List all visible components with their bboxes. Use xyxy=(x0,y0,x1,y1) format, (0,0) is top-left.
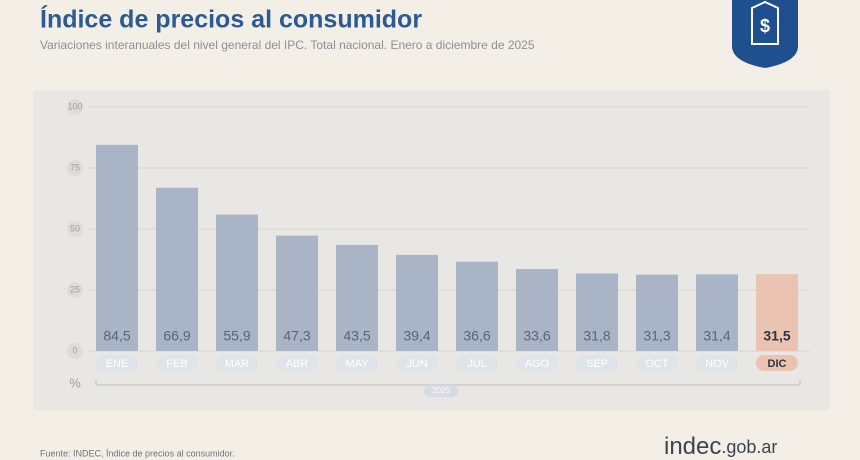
bar xyxy=(456,261,498,351)
bar xyxy=(276,235,318,351)
x-tick-label: JUL xyxy=(467,358,487,370)
category-pill xyxy=(96,355,138,371)
x-group-label: 2025 xyxy=(432,386,450,395)
bar xyxy=(516,269,558,351)
x-tick-label: AGO xyxy=(525,358,550,370)
y-tick-dot xyxy=(67,282,83,298)
value-label: 66,9 xyxy=(163,328,190,344)
value-label: 36,6 xyxy=(463,328,490,344)
brand: indec.gob.ar xyxy=(664,433,777,460)
bar xyxy=(636,274,678,351)
bar xyxy=(96,144,138,351)
category-pill xyxy=(216,355,258,371)
y-tick-dot xyxy=(67,221,83,237)
value-label: 84,5 xyxy=(103,328,130,344)
y-unit: % xyxy=(69,375,81,390)
logo-badge: $ xyxy=(732,0,798,68)
x-tick-label: FEB xyxy=(166,358,187,370)
y-tick-label: 0 xyxy=(72,345,77,355)
brand-name: indec xyxy=(664,433,721,460)
value-label: 31,8 xyxy=(583,328,610,344)
y-tick-label: 25 xyxy=(70,284,80,294)
bar xyxy=(216,214,258,351)
chart-subtitle: Variaciones interanuales del nivel gener… xyxy=(40,38,535,52)
x-tick-label: NOV xyxy=(705,358,730,370)
value-label: 31,3 xyxy=(643,328,670,344)
x-tick-label: MAY xyxy=(345,358,369,370)
source-note: Fuente: INDEC, Índice de precios al cons… xyxy=(40,448,235,458)
value-label: 39,4 xyxy=(403,328,430,344)
x-tick-label: ABR xyxy=(286,358,309,370)
brand-domain: .gob.ar xyxy=(721,437,777,457)
x-tick-label: SEP xyxy=(586,358,608,370)
category-pill xyxy=(516,355,558,371)
bar xyxy=(396,254,438,351)
bar xyxy=(336,244,378,351)
bar xyxy=(156,187,198,351)
svg-text:$: $ xyxy=(760,16,770,36)
category-pill xyxy=(156,355,198,371)
category-pill xyxy=(276,355,318,371)
y-tick-label: 50 xyxy=(70,223,80,233)
y-tick-label: 100 xyxy=(67,101,82,111)
y-tick-dot xyxy=(67,343,83,359)
x-tick-label: DIC xyxy=(768,358,787,370)
category-pill xyxy=(336,355,378,371)
category-pill xyxy=(636,355,678,371)
value-label: 33,6 xyxy=(523,328,550,344)
category-pill xyxy=(456,355,498,371)
value-label: 55,9 xyxy=(223,328,250,344)
value-label: 31,4 xyxy=(703,328,730,344)
x-tick-label: ENE xyxy=(106,358,129,370)
value-label: 47,3 xyxy=(283,328,310,344)
category-pill xyxy=(396,355,438,371)
x-tick-label: MAR xyxy=(225,358,250,370)
group-pill xyxy=(424,385,458,397)
y-tick-dot xyxy=(67,160,83,176)
x-tick-label: JUN xyxy=(406,358,427,370)
category-pill xyxy=(756,355,798,371)
y-tick-label: 75 xyxy=(70,162,80,172)
y-tick-dot xyxy=(67,99,83,115)
category-pill xyxy=(576,355,618,371)
category-pill xyxy=(696,355,738,371)
bar xyxy=(576,273,618,351)
value-label: 31,5 xyxy=(763,328,790,344)
x-tick-label: OCT xyxy=(645,358,669,370)
bar xyxy=(696,274,738,351)
chart-title: Índice de precios al consumidor xyxy=(40,5,422,34)
value-label: 43,5 xyxy=(343,328,370,344)
bar xyxy=(756,274,798,351)
